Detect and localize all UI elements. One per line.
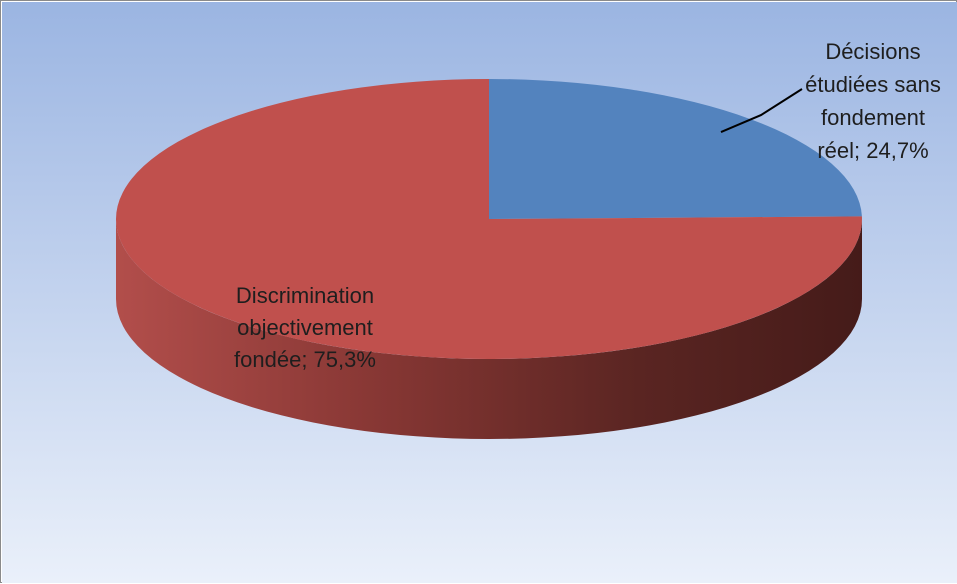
slice-label-discrimination: Discrimination objectivement fondée; 75,3%: [234, 283, 376, 372]
